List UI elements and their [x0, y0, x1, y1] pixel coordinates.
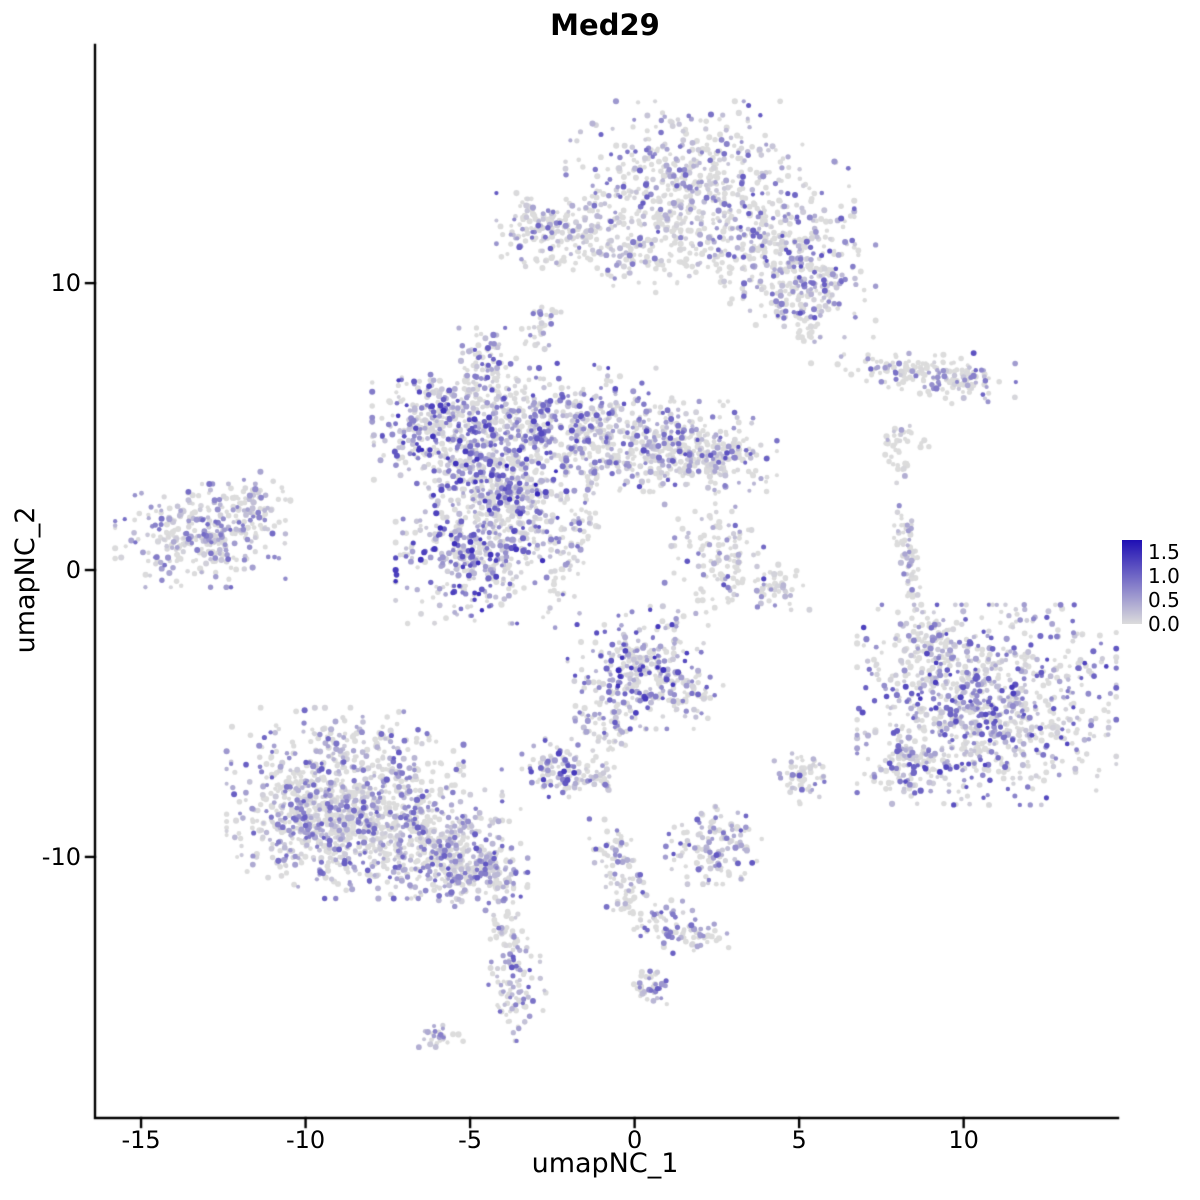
x-axis-tick-label: 10: [948, 1126, 979, 1154]
y-axis-tick-label: -10: [41, 842, 81, 871]
legend-tick-label: 1.0: [1148, 564, 1180, 588]
plot-title: Med29: [550, 8, 660, 42]
legend-tick-label: 0.5: [1148, 588, 1180, 612]
legend-tick-label: 1.5: [1148, 540, 1180, 564]
x-axis-tick-label: -5: [458, 1126, 483, 1154]
y-axis-tick-label: 0: [65, 556, 81, 585]
x-axis-tick-label: -10: [285, 1126, 326, 1154]
expression-color-legend: 1.5 1.0 0.5 0.0: [1122, 538, 1200, 638]
y-axis-tick-label: 10: [50, 269, 81, 298]
x-axis-tick-label: 0: [626, 1126, 643, 1154]
x-axis-label: umapNC_1: [531, 1148, 679, 1179]
legend-tick-label: 0.0: [1148, 612, 1180, 636]
x-axis-tick-label: 5: [791, 1126, 807, 1154]
x-axis-tick-label: -15: [121, 1126, 161, 1154]
legend-gradient-bar: [1122, 540, 1142, 624]
